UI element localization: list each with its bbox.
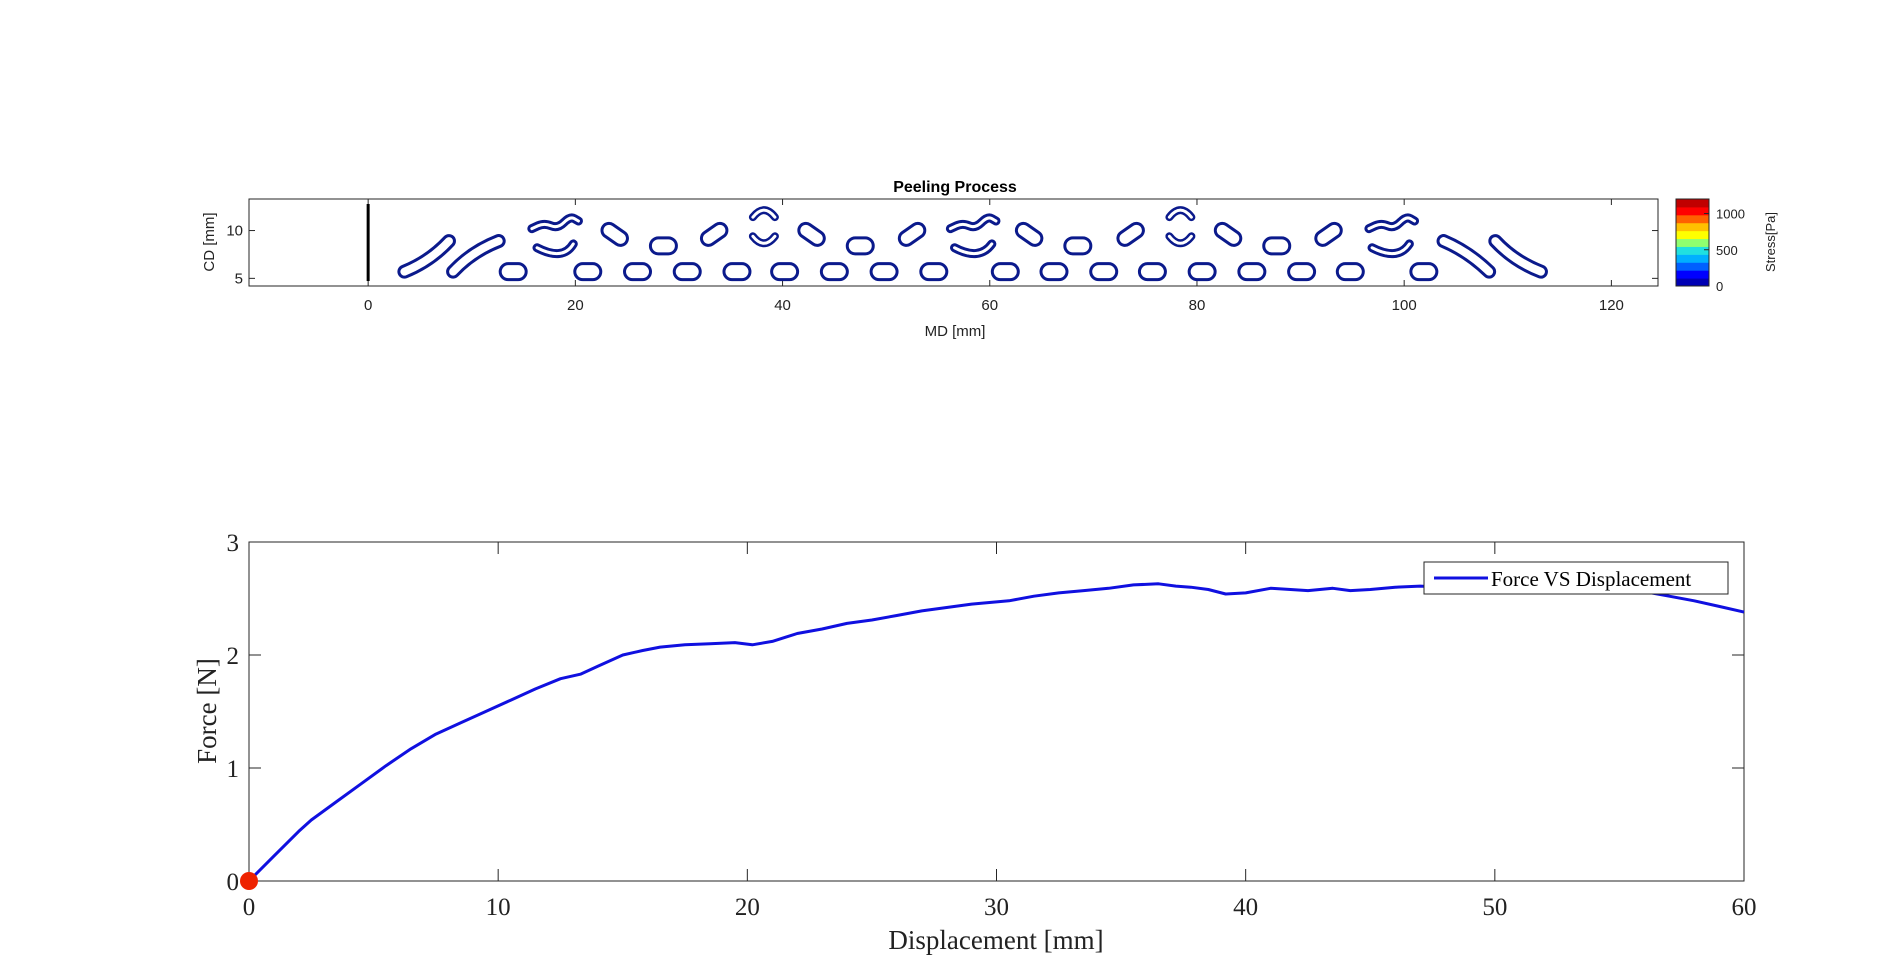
peel-y-axis-label: CD [mm] (201, 212, 218, 271)
force-ticks: 0 10 20 30 40 50 60 0 1 2 3 (227, 530, 1757, 921)
colorbar-ticks: 0 500 1000 (1704, 207, 1745, 294)
peel-x-tick-label: 20 (567, 297, 584, 314)
colorbar-band (1676, 246, 1709, 255)
force-y-tick-label: 0 (227, 869, 240, 896)
arc-cutout-inner (1439, 237, 1494, 276)
force-x-tick-label: 0 (243, 894, 256, 921)
pill-cutout (1187, 262, 1217, 282)
tilted-cutout (897, 221, 927, 247)
force-y-tick-label: 1 (227, 756, 240, 783)
pill-cutout (623, 262, 653, 282)
pill-cutout (498, 262, 528, 282)
tilted-cutout (797, 221, 826, 247)
pill-cutout (770, 262, 800, 282)
colorbar-bands (1676, 199, 1709, 287)
pill-cutout (1039, 262, 1069, 282)
pill-cutout (1287, 262, 1317, 282)
pill-cutout (722, 262, 752, 282)
colorbar-tick-label: 500 (1716, 243, 1738, 258)
colorbar-box (1675, 198, 1710, 287)
peel-x-tick-label: 80 (1189, 297, 1206, 314)
tilted-cutout (1116, 221, 1145, 247)
colorbar-label: Stress[Pa] (1763, 212, 1778, 272)
arc-cutout-inner (1491, 237, 1545, 276)
tilted-cutout (1014, 221, 1044, 247)
vee-cutout-inner (953, 242, 994, 255)
pill-cutout (1137, 262, 1167, 282)
peel-ticks: 0 20 40 60 80 100 120 5 10 (226, 199, 1658, 314)
peel-x-tick-label: 120 (1599, 297, 1624, 314)
tilted-cutout (1314, 221, 1343, 247)
peel-x-tick-label: 0 (364, 297, 372, 314)
pill-cutout (1237, 262, 1267, 282)
pill-cutout (672, 262, 702, 282)
colorbar-band (1676, 238, 1709, 247)
colorbar-band (1676, 214, 1709, 224)
cap-cutout-inner (751, 234, 777, 245)
force-x-tick-label: 20 (735, 894, 760, 921)
pill-cutout (1335, 262, 1365, 282)
force-x-axis-label: Displacement [mm] (888, 925, 1103, 955)
peel-axes-box (248, 198, 1659, 287)
force-x-tick-label: 60 (1732, 894, 1757, 921)
colorbar-band (1676, 254, 1709, 263)
legend: Force VS Displacement (1423, 561, 1729, 595)
peel-y-tick-label: 10 (226, 223, 243, 240)
peel-x-tick-label: 100 (1392, 297, 1417, 314)
colorbar-band (1676, 206, 1709, 216)
colorbar-tick-label: 1000 (1716, 207, 1745, 222)
tilted-cutout (600, 221, 629, 247)
peel-x-tick-label: 40 (774, 297, 791, 314)
force-x-tick-label: 50 (1482, 894, 1507, 921)
colorbar-tick-label: 0 (1716, 279, 1723, 294)
peeling-process-chart: Peeling Process 0 20 40 60 80 100 120 5 10 MD [m… (201, 179, 1778, 340)
colorbar-band (1676, 199, 1709, 208)
force-x-tick-label: 10 (486, 894, 511, 921)
force-displacement-chart: 0 10 20 30 40 50 60 0 1 2 3 Displacement [mm] Forc… (192, 530, 1757, 955)
cap-cutout-inner (1167, 234, 1193, 245)
peel-x-axis-label: MD [mm] (925, 323, 986, 340)
legend-entry-label: Force VS Displacement (1491, 567, 1691, 591)
cap-cutout-inner (1167, 208, 1193, 219)
pill-cutout (819, 262, 849, 282)
pill-cutout (573, 262, 603, 282)
stress-colorbar: 0 500 1000 Stress[Pa] (1675, 198, 1778, 294)
pill-cutout (1262, 236, 1292, 256)
vee-cutout-inner (1370, 242, 1411, 255)
colorbar-band (1676, 278, 1709, 287)
arc-cutout-inner (449, 237, 503, 276)
wave-cutout-inner (948, 216, 998, 231)
pill-cutout (990, 262, 1020, 282)
peel-x-tick-label: 60 (981, 297, 998, 314)
pill-cutout (919, 262, 949, 282)
pill-cutout (1409, 262, 1439, 282)
colorbar-band (1676, 262, 1709, 271)
peel-chart-title: Peeling Process (893, 179, 1017, 196)
pill-cutout (869, 262, 899, 282)
wave-cutout-inner (1367, 216, 1417, 231)
peel-y-tick-label: 5 (235, 270, 243, 287)
force-y-axis-label: Force [N] (192, 658, 222, 764)
cap-cutout-inner (751, 208, 777, 219)
pill-cutout (648, 236, 678, 256)
pill-cutout (1063, 236, 1093, 256)
force-x-tick-label: 40 (1233, 894, 1258, 921)
force-y-tick-label: 3 (227, 530, 240, 557)
vee-cutout-inner (535, 242, 575, 255)
peel-shapes (397, 206, 1548, 282)
colorbar-band (1676, 222, 1709, 232)
current-point-marker (240, 872, 258, 890)
tilted-cutout (699, 221, 729, 247)
tilted-cutout (1213, 221, 1243, 247)
pill-cutout (1089, 262, 1119, 282)
pill-cutout (845, 236, 875, 256)
wave-cutout-inner (530, 216, 580, 231)
force-y-tick-label: 2 (227, 643, 240, 670)
arc-cutout-inner (400, 237, 453, 276)
force-x-tick-label: 30 (984, 894, 1009, 921)
colorbar-band (1676, 230, 1709, 240)
colorbar-band (1676, 270, 1709, 279)
